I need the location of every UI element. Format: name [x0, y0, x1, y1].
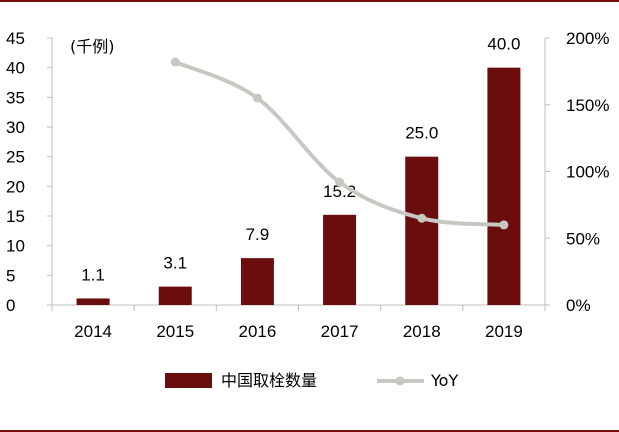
yoy-line-series	[170, 57, 509, 230]
legend-bar-swatch	[165, 373, 212, 388]
top-border	[0, 0, 619, 2]
right-tick-label: 200%	[566, 29, 609, 48]
x-tick-label: 2015	[156, 322, 194, 341]
legend-line-marker	[395, 376, 405, 386]
left-tick-label: 0	[6, 296, 15, 315]
unit-label: (千例)	[70, 37, 115, 56]
left-tick-label: 25	[6, 148, 25, 167]
left-tick-label: 40	[6, 59, 25, 78]
bar	[240, 258, 274, 305]
legend-line-label: YoY	[430, 371, 458, 390]
bar-data-label: 3.1	[163, 254, 187, 273]
left-tick-label: 15	[6, 207, 25, 226]
right-tick-label: 0%	[566, 296, 591, 315]
right-tick-label: 100%	[566, 163, 609, 182]
yoy-point	[499, 220, 509, 230]
x-tick-label: 2017	[321, 322, 359, 341]
bar	[405, 156, 439, 305]
left-axis-ticks: 0 5 10 15 20 25 30 35 40 45	[6, 29, 52, 315]
legend-bar-label: 中国取栓数量	[221, 371, 317, 390]
right-axis-ticks: 0% 50% 100% 150% 200%	[545, 29, 609, 315]
bar-data-label: 40.0	[487, 35, 520, 54]
x-tick-label: 2016	[239, 322, 277, 341]
yoy-point	[252, 93, 262, 103]
right-tick-label: 150%	[566, 96, 609, 115]
left-tick-label: 10	[6, 237, 25, 256]
left-tick-label: 30	[6, 118, 25, 137]
x-tick-label: 2014	[74, 322, 112, 341]
x-tick-label: 2019	[485, 322, 523, 341]
x-axis-labels: 2014 2015 2016 2017 2018 2019	[74, 322, 523, 341]
bar-data-label: 25.0	[405, 124, 438, 143]
bar	[487, 67, 521, 306]
yoy-point	[335, 177, 345, 187]
left-tick-label: 20	[6, 177, 25, 196]
bar-data-label: 1.1	[81, 265, 105, 284]
bar-data-label: 7.9	[246, 225, 270, 244]
yoy-point	[417, 213, 427, 223]
bar	[158, 286, 192, 305]
left-tick-label: 35	[6, 88, 25, 107]
category-dividers	[51, 305, 546, 311]
left-tick-label: 5	[6, 266, 15, 285]
yoy-point	[170, 57, 180, 67]
bar	[323, 214, 357, 305]
x-tick-label: 2018	[403, 322, 441, 341]
bar-data-labels: 1.13.17.915.225.040.0	[81, 35, 520, 285]
right-tick-label: 50%	[566, 229, 600, 248]
legend: 中国取栓数量 YoY	[165, 371, 458, 390]
bar-series	[76, 67, 521, 306]
bottom-border	[0, 430, 619, 432]
left-tick-label: 45	[6, 29, 25, 48]
bar	[76, 298, 110, 305]
